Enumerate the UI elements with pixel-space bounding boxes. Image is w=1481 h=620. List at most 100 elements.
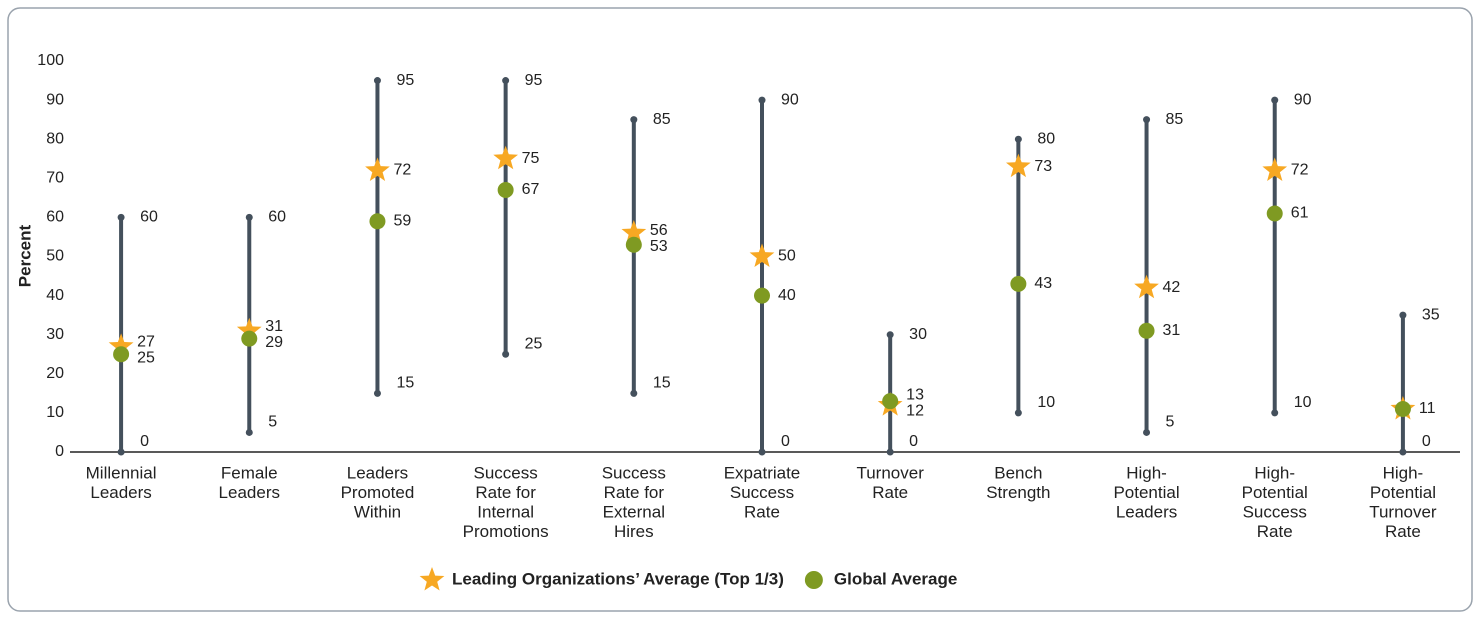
- dot-marker: [241, 330, 258, 347]
- value-label: 56: [650, 222, 668, 239]
- range-end: [245, 213, 253, 221]
- value-label: 72: [393, 162, 411, 179]
- value-label: 29: [265, 334, 283, 351]
- value-label: 31: [1163, 322, 1181, 339]
- x-tick-label: Rate: [744, 502, 780, 521]
- value-label: 25: [137, 350, 155, 367]
- value-label: 72: [1291, 162, 1309, 179]
- range-end: [1143, 428, 1151, 436]
- range-end: [630, 116, 638, 124]
- range-end: [373, 77, 381, 85]
- y-tick-label: 80: [46, 130, 64, 147]
- y-tick-label: 0: [55, 443, 64, 460]
- y-tick-label: 20: [46, 365, 64, 382]
- range-label: 10: [1294, 394, 1312, 411]
- dot-marker: [754, 287, 770, 304]
- x-tick-label: Rate: [1385, 522, 1421, 541]
- range-label: 30: [909, 326, 927, 343]
- x-tick-label: Leaders: [90, 483, 151, 502]
- x-tick-label: High-: [1254, 463, 1295, 482]
- range-label: 90: [781, 91, 799, 108]
- x-tick-label: Success: [730, 483, 794, 502]
- star-marker: [1134, 274, 1159, 299]
- x-tick-label: Success: [602, 463, 666, 482]
- star-marker: [621, 220, 647, 244]
- range-end: [630, 389, 638, 397]
- value-label: 67: [522, 181, 540, 198]
- x-tick-label: Leaders: [1116, 502, 1177, 521]
- dot-marker: [625, 236, 642, 253]
- range-end: [886, 331, 894, 339]
- x-tick-label: Within: [354, 502, 401, 521]
- x-tick-label: Female: [221, 463, 278, 482]
- x-tick-label: High-: [1383, 463, 1424, 482]
- range-label: 35: [1422, 306, 1440, 323]
- y-axis-label: Percent: [15, 224, 34, 287]
- x-tick-label: Leaders: [219, 483, 280, 502]
- dot-marker: [1266, 205, 1283, 222]
- x-tick-label: Potential: [1370, 483, 1436, 502]
- value-label: 42: [1163, 279, 1181, 296]
- range-end: [117, 448, 125, 456]
- legend-label: Global Average: [834, 569, 957, 588]
- range-end: [1399, 311, 1407, 319]
- value-label: 13: [906, 386, 924, 403]
- range-label: 60: [268, 209, 286, 226]
- range-label: 90: [1294, 91, 1312, 108]
- x-tick-label: Potential: [1242, 483, 1308, 502]
- x-tick-label: Hires: [614, 522, 654, 541]
- y-tick-label: 50: [46, 248, 64, 265]
- legend-star: [419, 567, 445, 591]
- range-label: 15: [396, 375, 414, 392]
- star-marker: [1006, 153, 1031, 178]
- x-tick-label: Rate: [872, 483, 908, 502]
- range-label: 15: [653, 375, 671, 392]
- star-marker: [108, 333, 134, 357]
- x-tick-label: Promoted: [341, 483, 415, 502]
- range-end: [1014, 135, 1022, 143]
- range-label: 85: [1166, 111, 1184, 128]
- x-tick-label: Rate for: [475, 483, 536, 502]
- x-tick-label: Success: [1243, 502, 1307, 521]
- value-label: 31: [265, 318, 283, 335]
- y-tick-label: 90: [46, 91, 64, 108]
- range-end: [758, 96, 766, 104]
- star-marker: [236, 317, 262, 342]
- range-end: [1271, 96, 1279, 104]
- value-label: 75: [522, 150, 540, 167]
- range-label: 0: [140, 433, 149, 450]
- range-end: [117, 213, 125, 221]
- value-label: 61: [1291, 205, 1309, 222]
- dot-marker: [369, 213, 386, 230]
- x-tick-label: External: [603, 502, 665, 521]
- x-tick-label: Leaders: [347, 463, 408, 482]
- value-label: 12: [906, 402, 924, 419]
- range-label: 25: [525, 335, 543, 352]
- range-label: 5: [1166, 414, 1175, 431]
- value-label: 43: [1034, 275, 1052, 292]
- x-tick-label: Millennial: [86, 463, 157, 482]
- y-tick-label: 100: [37, 52, 64, 69]
- range-end: [758, 448, 766, 456]
- range-end: [1143, 116, 1151, 124]
- frame: [7, 7, 1473, 612]
- range-label: 60: [140, 209, 158, 226]
- legend-dot: [804, 571, 823, 589]
- range-end: [886, 448, 894, 456]
- range-label: 0: [781, 433, 790, 450]
- x-tick-label: Rate: [1257, 522, 1293, 541]
- range-end: [1271, 409, 1279, 417]
- value-label: 53: [650, 238, 668, 255]
- x-tick-label: High-: [1126, 463, 1167, 482]
- range-end: [1014, 409, 1022, 417]
- x-tick-label: Turnover: [856, 463, 924, 482]
- range-end: [502, 77, 510, 85]
- x-tick-label: Promotions: [463, 522, 549, 541]
- star-marker: [1262, 157, 1288, 181]
- range-label: 10: [1037, 394, 1055, 411]
- value-label: 27: [137, 334, 155, 351]
- dot-marker: [1138, 322, 1155, 339]
- dot-marker: [1010, 275, 1027, 292]
- range-label: 85: [653, 111, 671, 128]
